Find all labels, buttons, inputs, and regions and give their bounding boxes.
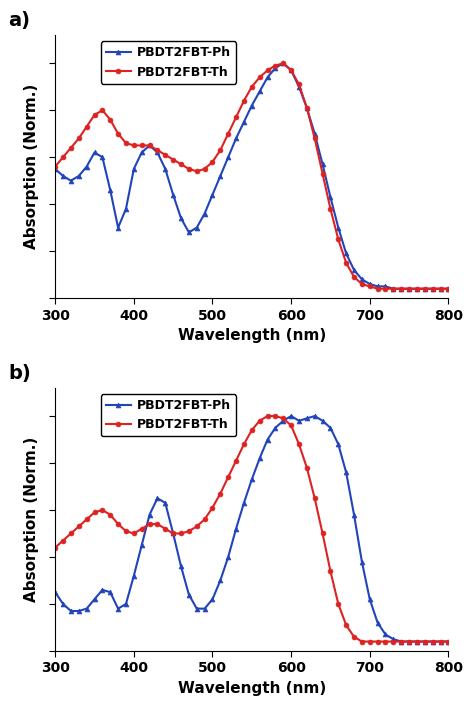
PBDT2FBT-Th: [375, 284, 381, 293]
PBDT2FBT-Th: [52, 163, 58, 171]
PBDT2FBT-Ph: [178, 214, 184, 223]
PBDT2FBT-Th: [139, 525, 145, 533]
PBDT2FBT-Th: [178, 530, 184, 538]
Text: b): b): [8, 363, 31, 382]
PBDT2FBT-Ph: [52, 165, 58, 173]
PBDT2FBT-Ph: [438, 637, 443, 645]
PBDT2FBT-Th: [170, 530, 176, 538]
Legend: PBDT2FBT-Ph, PBDT2FBT-Th: PBDT2FBT-Ph, PBDT2FBT-Th: [101, 41, 236, 83]
PBDT2FBT-Ph: [178, 562, 184, 571]
PBDT2FBT-Th: [343, 621, 349, 629]
PBDT2FBT-Ph: [288, 411, 294, 420]
PBDT2FBT-Ph: [281, 59, 286, 67]
PBDT2FBT-Ph: [139, 541, 145, 549]
PBDT2FBT-Th: [343, 259, 349, 267]
PBDT2FBT-Th: [320, 530, 326, 538]
Y-axis label: Absorption (Norm.): Absorption (Norm.): [24, 84, 39, 249]
PBDT2FBT-Ph: [320, 416, 326, 425]
X-axis label: Wavelength (nm): Wavelength (nm): [178, 328, 326, 343]
PBDT2FBT-Ph: [446, 637, 451, 645]
X-axis label: Wavelength (nm): Wavelength (nm): [178, 681, 326, 696]
PBDT2FBT-Th: [320, 170, 326, 178]
PBDT2FBT-Th: [139, 141, 145, 150]
Line: PBDT2FBT-Th: PBDT2FBT-Th: [53, 61, 451, 291]
PBDT2FBT-Th: [438, 637, 443, 645]
Line: PBDT2FBT-Ph: PBDT2FBT-Ph: [53, 61, 451, 291]
PBDT2FBT-Ph: [343, 468, 349, 477]
PBDT2FBT-Th: [281, 59, 286, 67]
PBDT2FBT-Ph: [320, 160, 326, 168]
Y-axis label: Absorption (Norm.): Absorption (Norm.): [24, 437, 39, 602]
PBDT2FBT-Ph: [398, 637, 404, 645]
PBDT2FBT-Th: [359, 637, 365, 645]
PBDT2FBT-Ph: [343, 250, 349, 258]
PBDT2FBT-Th: [170, 156, 176, 164]
PBDT2FBT-Ph: [170, 530, 176, 538]
PBDT2FBT-Ph: [52, 588, 58, 597]
PBDT2FBT-Th: [264, 411, 270, 420]
Line: PBDT2FBT-Ph: PBDT2FBT-Ph: [53, 414, 451, 644]
PBDT2FBT-Th: [446, 637, 451, 645]
PBDT2FBT-Ph: [446, 284, 451, 293]
PBDT2FBT-Th: [446, 284, 451, 293]
PBDT2FBT-Ph: [438, 284, 443, 293]
PBDT2FBT-Th: [438, 284, 443, 293]
PBDT2FBT-Th: [52, 544, 58, 552]
PBDT2FBT-Ph: [139, 148, 145, 157]
Line: PBDT2FBT-Th: PBDT2FBT-Th: [53, 414, 451, 644]
Text: a): a): [8, 11, 30, 30]
Legend: PBDT2FBT-Ph, PBDT2FBT-Th: PBDT2FBT-Ph, PBDT2FBT-Th: [101, 394, 236, 436]
PBDT2FBT-Ph: [391, 284, 396, 293]
PBDT2FBT-Th: [178, 160, 184, 168]
PBDT2FBT-Ph: [170, 190, 176, 199]
